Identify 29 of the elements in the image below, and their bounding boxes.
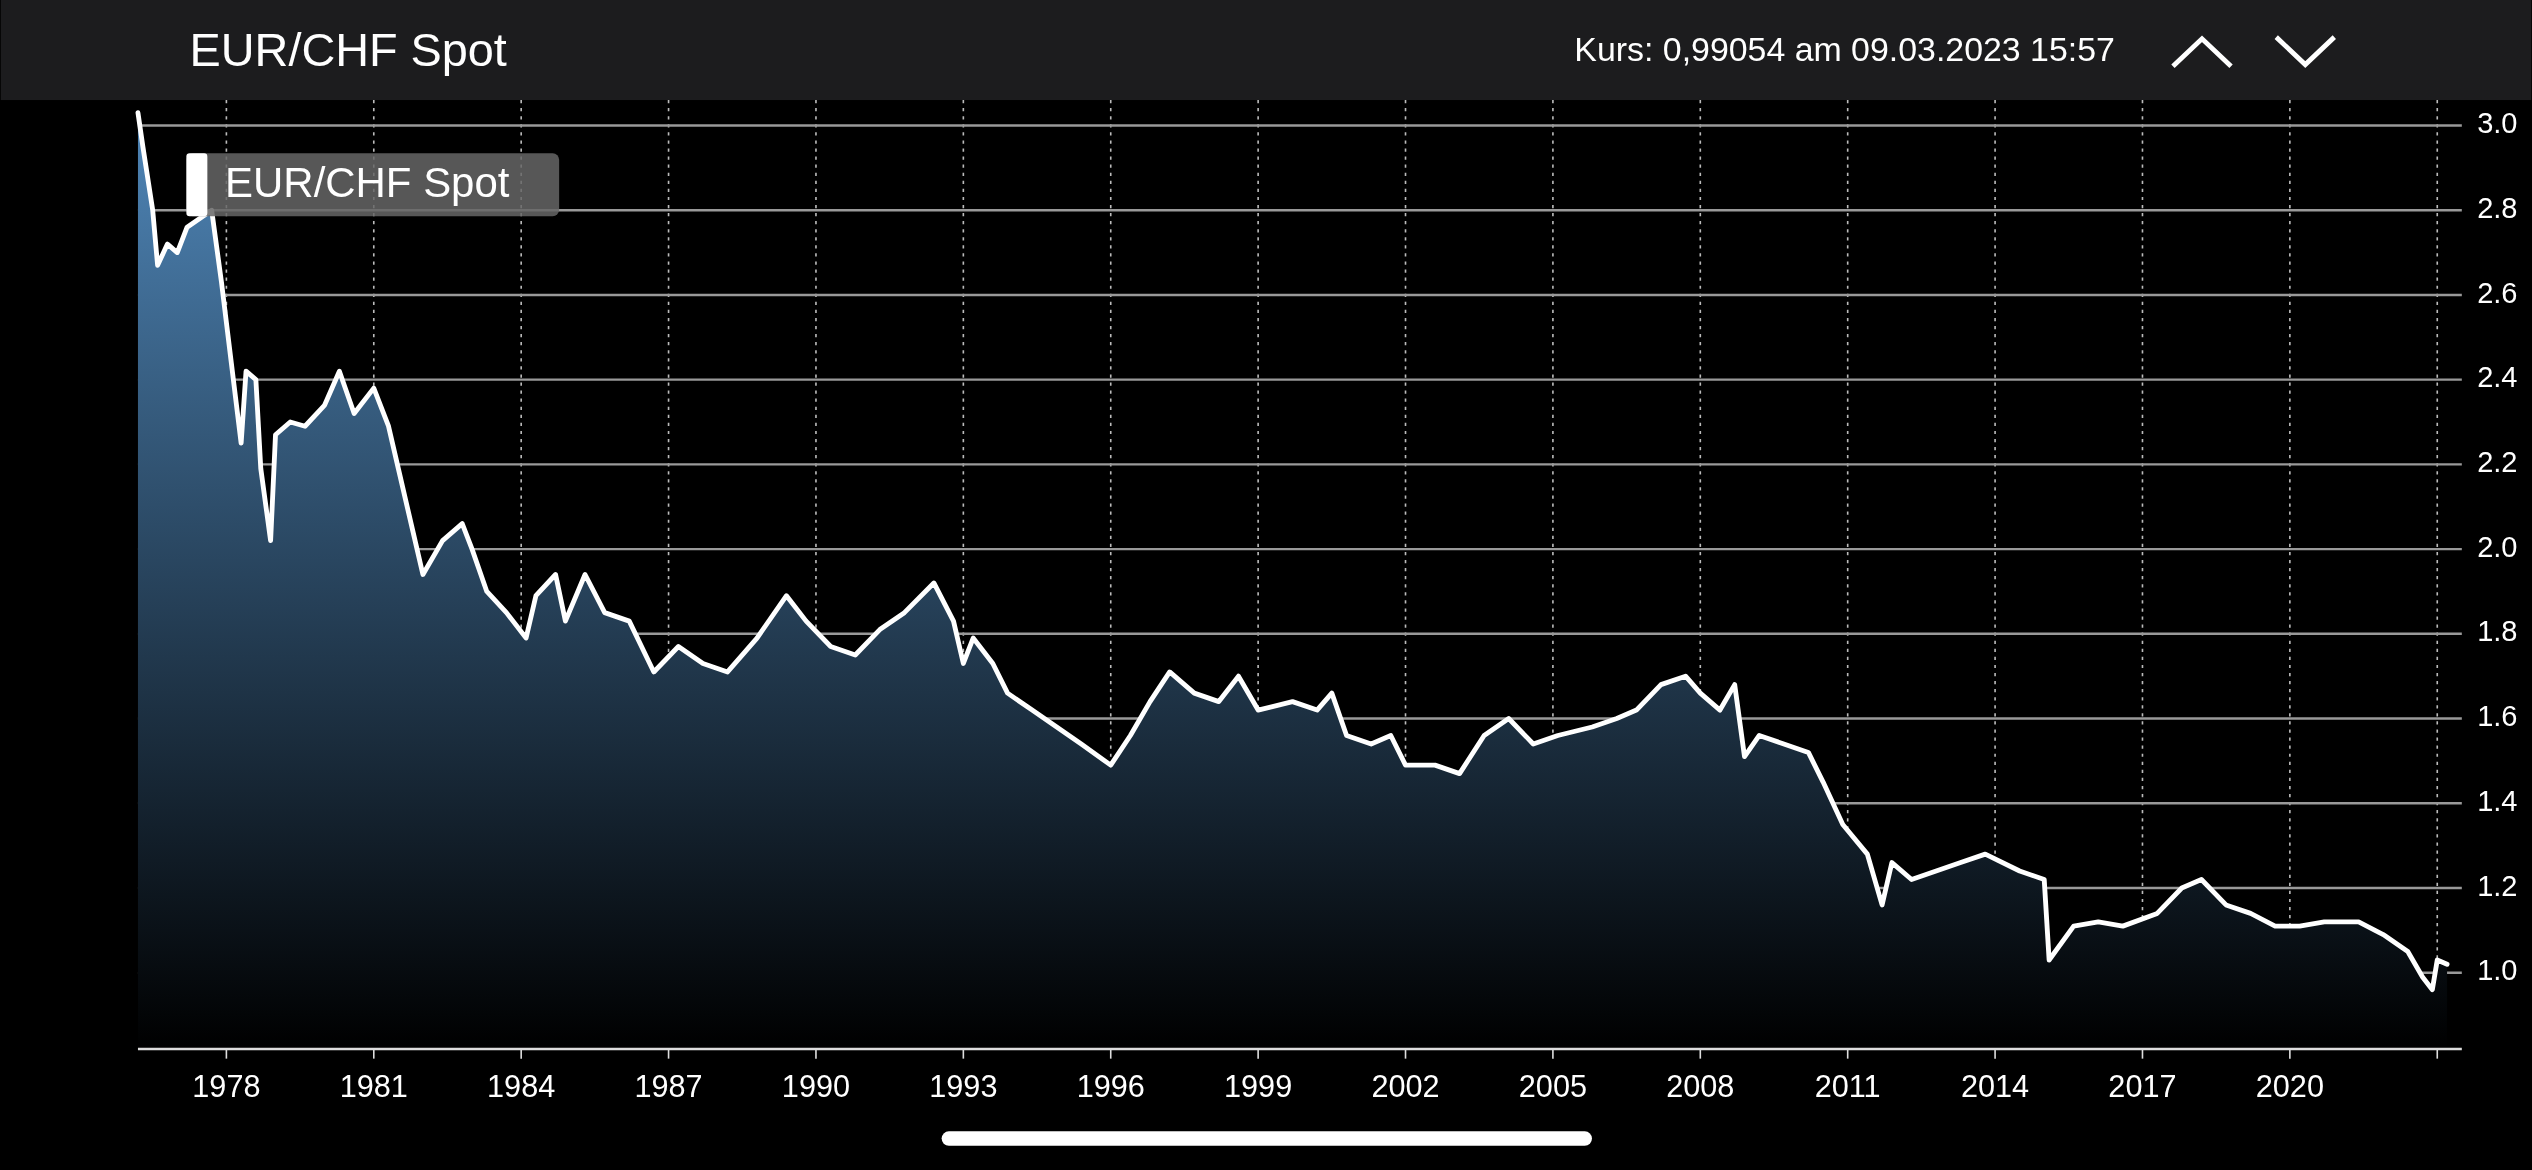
x-tick-label: 1996 [1076,1069,1145,1104]
y-tick-label: 2.8 [2477,191,2518,224]
x-tick-label: 2017 [2108,1069,2177,1104]
chart-title: EUR/CHF Spot [189,23,507,76]
y-tick-label: 1.2 [2477,869,2518,902]
x-tick-label: 1984 [487,1069,556,1104]
x-tick-label: 1981 [339,1069,408,1104]
y-tick-label: 2.4 [2477,361,2518,394]
x-tick-label: 2005 [1518,1069,1588,1104]
x-tick-label: 1978 [192,1069,261,1104]
y-tick-label: 1.0 [2477,954,2518,987]
x-tick-label: 1987 [634,1069,703,1104]
y-tick-label: 1.8 [2477,615,2518,648]
x-tick-label: 1990 [781,1069,851,1104]
y-tick-label: 2.6 [2477,276,2518,309]
x-tick-label: 2011 [1814,1069,1881,1104]
x-tick-label: 2002 [1371,1069,1440,1104]
text: Kurs: 0,99054 am 09.03.2023 15:57 [1574,29,2115,68]
x-tick-label: 1999 [1224,1069,1293,1104]
x-tick-label: 2020 [2255,1069,2324,1104]
y-tick-label: 1.6 [2477,700,2518,733]
y-tick-label: 2.0 [2477,530,2518,563]
y-tick-label: 3.0 [2477,107,2518,140]
x-tick-label: 2014 [1960,1069,2030,1104]
x-tick-label: 2008 [1666,1069,1735,1104]
y-tick-label: 2.2 [2477,446,2518,479]
y-tick-label: 1.4 [2477,784,2518,817]
legend-label: EUR/CHF Spot [225,158,510,206]
x-tick-label: 1993 [929,1069,998,1104]
